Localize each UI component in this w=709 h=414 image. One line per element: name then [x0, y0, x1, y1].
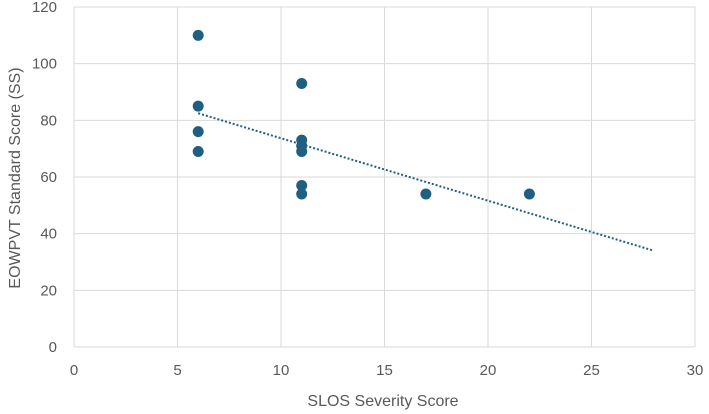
- x-tick-label: 30: [687, 362, 704, 379]
- tick-labels: 0 20 40 60 80 100 120 0 5 10 15 20 25 30: [32, 0, 703, 379]
- x-tick-label: 15: [376, 362, 393, 379]
- data-point: [192, 100, 204, 112]
- data-point: [192, 126, 204, 138]
- data-point: [296, 180, 308, 191]
- data-point: [523, 188, 535, 200]
- y-tick-label: 100: [32, 56, 57, 73]
- y-axis-title: EOWPVT Standard Score (SS): [7, 67, 24, 288]
- data-point: [296, 146, 308, 157]
- y-tick-label: 20: [40, 282, 57, 299]
- x-tick-label: 20: [480, 362, 497, 379]
- gridlines: [73, 6, 696, 348]
- x-tick-label: 25: [583, 362, 600, 379]
- trendline-layer: [197, 112, 654, 252]
- data-point: [296, 78, 308, 89]
- trendline: [197, 112, 654, 252]
- y-tick-label: 60: [40, 169, 57, 186]
- x-tick-label: 5: [173, 362, 181, 379]
- x-tick-label: 10: [273, 362, 290, 379]
- data-point: [192, 29, 204, 41]
- x-axis-title: SLOS Severity Score: [307, 393, 458, 410]
- x-tick-label: 0: [70, 362, 78, 379]
- data-point: [420, 188, 432, 200]
- y-tick-label: 80: [40, 112, 57, 129]
- data-point: [192, 146, 204, 157]
- data-points: [192, 29, 535, 200]
- data-point: [296, 188, 308, 200]
- y-tick-label: 40: [40, 226, 57, 243]
- y-tick-label: 0: [49, 339, 57, 356]
- y-tick-label: 120: [32, 0, 57, 16]
